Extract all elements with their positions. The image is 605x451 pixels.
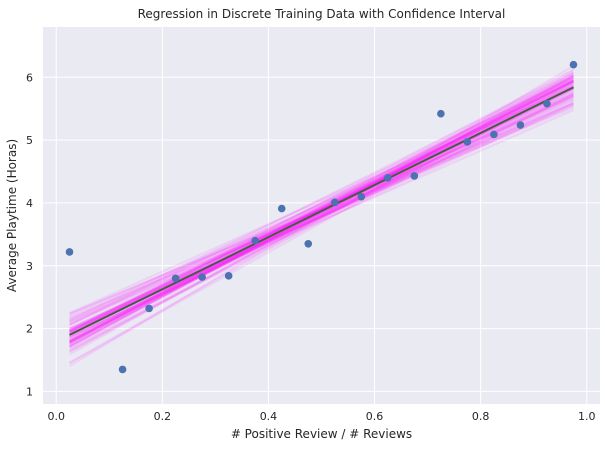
y-axis-label: Average Playtime (Horas) (5, 139, 19, 292)
confidence-sample-line (69, 80, 574, 345)
confidence-sample-line (69, 95, 574, 339)
data-point (490, 130, 498, 139)
confidence-sample-line (69, 104, 574, 330)
data-point (304, 239, 313, 248)
confidence-sample-line (69, 77, 574, 321)
data-point (65, 248, 74, 256)
confidence-sample-line (69, 89, 574, 342)
confidence-sample-line (69, 105, 574, 315)
data-point (543, 99, 551, 108)
data-point (516, 121, 525, 129)
confidence-sample-line (69, 106, 574, 319)
y-tick-label: 1 (26, 385, 33, 398)
confidence-sample-line (69, 69, 574, 344)
data-point (118, 365, 127, 374)
confidence-sample-line (69, 80, 574, 353)
confidence-sample-line (69, 101, 574, 324)
data-point (277, 204, 286, 213)
confidence-sample-line (68, 64, 575, 367)
regression-line (69, 86, 574, 336)
confidence-sample-line (69, 76, 574, 343)
confidence-sample-line (68, 75, 575, 364)
x-axis-ticks: 0.0 0.2 0.4 0.6 0.8 1.0 (48, 410, 596, 423)
x-axis-label: # Positive Review / # Reviews (231, 427, 412, 441)
regression-line-group (69, 86, 574, 336)
confidence-sample-line (69, 71, 574, 342)
confidence-sample-line (69, 80, 574, 334)
confidence-sample-line (69, 68, 574, 336)
confidence-sample-line (68, 73, 575, 356)
data-point (384, 174, 392, 182)
confidence-sample-line (69, 84, 574, 333)
confidence-sample-line (69, 91, 574, 342)
data-point (569, 60, 578, 69)
confidence-sample-line (69, 74, 574, 344)
y-tick-label: 5 (26, 134, 33, 147)
confidence-sample-line (69, 72, 574, 326)
confidence-sample-line (68, 71, 575, 348)
confidence-sample-line (69, 85, 574, 323)
confidence-sample-line (69, 98, 574, 321)
data-point (357, 192, 366, 201)
confidence-sample-line (69, 95, 574, 323)
confidence-sample-line (69, 89, 574, 330)
confidence-sample-line (69, 102, 574, 331)
grid (43, 27, 600, 404)
confidence-sample-line (69, 75, 574, 336)
confidence-sample-line (69, 100, 574, 330)
confidence-sample-line (69, 86, 574, 315)
y-axis-ticks: 1 2 3 4 5 6 (26, 71, 33, 398)
confidence-sample-line (69, 84, 574, 333)
confidence-sample-line (69, 79, 574, 326)
data-point (330, 198, 339, 207)
data-point (437, 109, 445, 118)
confidence-sample-line (69, 76, 574, 332)
confidence-sample-line (69, 86, 574, 343)
confidence-sample-line (69, 103, 574, 338)
y-tick-label: 6 (26, 71, 33, 84)
confidence-sample-line (69, 84, 574, 353)
chart-title: Regression in Discrete Training Data wit… (138, 7, 506, 21)
confidence-sample-line (69, 78, 574, 341)
plot-background (43, 27, 600, 404)
data-point (198, 273, 206, 281)
y-tick-label: 4 (26, 197, 33, 210)
confidence-sample-line (69, 87, 574, 345)
data-points (65, 60, 578, 374)
data-point (251, 236, 259, 245)
x-tick-label: 0.4 (260, 410, 278, 423)
data-point (410, 172, 419, 180)
confidence-sample-line (69, 94, 574, 339)
x-tick-label: 0.8 (472, 410, 490, 423)
confidence-sample-line (69, 94, 574, 337)
confidence-sample-line (69, 81, 574, 332)
confidence-sample-line (69, 87, 574, 349)
data-point (171, 274, 180, 283)
confidence-sample-line (69, 97, 574, 339)
confidence-sample-line (69, 73, 574, 343)
x-tick-label: 1.0 (578, 410, 596, 423)
x-tick-label: 0.0 (48, 410, 66, 423)
confidence-sample-line (69, 78, 574, 340)
confidence-sample-line (69, 80, 574, 335)
confidence-sample-line (69, 91, 574, 317)
y-tick-label: 3 (26, 260, 33, 273)
confidence-sample-line (69, 79, 574, 348)
confidence-sample-line (69, 102, 574, 316)
y-tick-label: 2 (26, 323, 33, 336)
x-tick-label: 0.6 (366, 410, 384, 423)
confidence-sample-line (69, 79, 574, 333)
confidence-sample-line (69, 92, 574, 350)
confidence-sample-line (69, 74, 574, 333)
confidence-sample-line (69, 81, 574, 347)
x-tick-label: 0.2 (154, 410, 172, 423)
data-point (463, 138, 472, 146)
confidence-sample-line (69, 93, 574, 320)
data-point (224, 272, 233, 280)
data-point (145, 304, 153, 313)
